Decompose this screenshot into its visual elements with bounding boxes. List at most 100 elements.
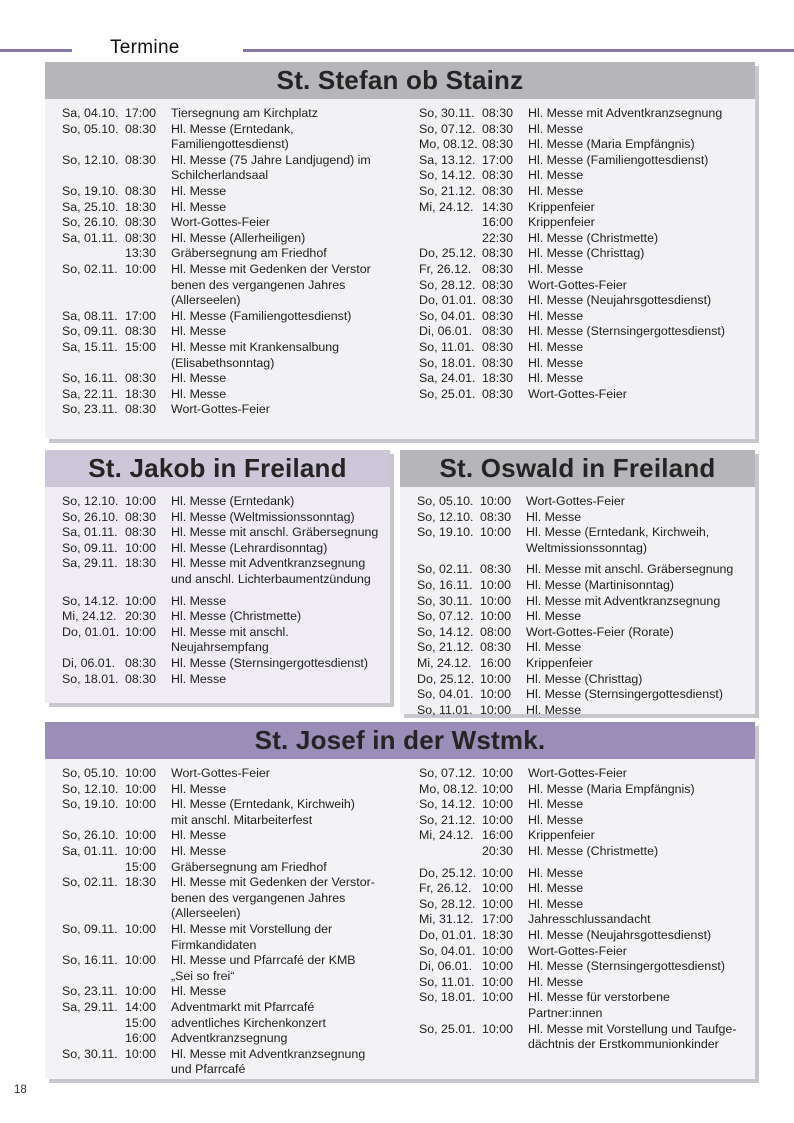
schedule-time: 13:30: [125, 246, 157, 261]
schedule-row: So, 05.10. 10:00 Wort-Gottes-Feier: [45, 766, 388, 782]
schedule-date: [419, 231, 479, 247]
schedule-description: Hl. Messe mit Adventkranzsegnung: [528, 106, 723, 120]
schedule-column: So, 05.10. 10:00 Wort-Gottes-Feier So, 12.1…: [400, 487, 755, 718]
schedule-time: 10:00: [482, 974, 514, 989]
schedule-description: Wort-Gottes-Feier: [528, 943, 627, 958]
schedule-date: Mi, 31.12.: [419, 912, 474, 927]
schedule-row: So, 05.10. 08:30 Hl. Messe (Erntedank, Fam…: [45, 122, 388, 153]
schedule-description: Hl. Messe: [528, 812, 584, 827]
schedule-description: Hl. Messe: [528, 865, 584, 880]
page-number: 18: [14, 1084, 27, 1096]
schedule-time: 08:30: [482, 183, 514, 198]
schedule-description: Krippenfeier: [528, 828, 595, 843]
schedule-date: So, 28.12.: [419, 896, 476, 911]
schedule-description: Hl. Messe (Allerheiligen): [171, 230, 306, 245]
schedule-date: So, 19.10.: [417, 525, 474, 540]
schedule-description: Hl. Messe: [528, 339, 584, 354]
schedule-time: 10:00: [482, 812, 514, 827]
schedule-date: So, 14.12.: [62, 593, 119, 608]
schedule-row: So, 30.11. 08:30 Hl. Messe mit Adventkranz…: [402, 106, 745, 122]
schedule-row: 20:30 Hl. Messe (Christmette): [402, 844, 745, 860]
schedule-description: Hl. Messe: [171, 386, 227, 401]
schedule-column-left: So, 05.10. 10:00 Wort-Gottes-Feier So, 12.1…: [45, 766, 388, 1078]
schedule-time: 10:00: [482, 797, 514, 812]
schedule-row: Mi, 31.12. 17:00 Jahresschlussandacht: [402, 912, 745, 928]
schedule-time: 17:00: [125, 106, 157, 120]
schedule-date: So, 26.10.: [62, 509, 119, 524]
schedule-row: So, 21.12. 08:30 Hl. Messe: [402, 184, 745, 200]
schedule-date: So, 19.10.: [62, 797, 119, 812]
schedule-date: So, 18.01.: [62, 671, 119, 686]
schedule-time: 10:00: [125, 540, 157, 555]
schedule-row: So, 19.10. 08:30 Hl. Messe: [45, 184, 388, 200]
schedule-time: 10:00: [480, 525, 512, 540]
schedule-column-right: So, 07.12. 10:00 Wort-Gottes-Feier Mo, 08.1…: [402, 766, 745, 1078]
schedule-description: Krippenfeier: [528, 199, 595, 214]
schedule-date: So, 11.01.: [419, 974, 475, 989]
schedule-description: Hl. Messe (Erntedank, Kirchweih, Weltmis…: [526, 525, 710, 555]
schedule-description: Hl. Messe mit anschl. Gräbersegnung: [171, 525, 379, 540]
schedule-time: 10:00: [125, 953, 157, 968]
schedule-row: So, 21.12. 08:30 Hl. Messe: [400, 640, 755, 656]
schedule-date: So, 07.12.: [419, 766, 476, 780]
schedule-date: Sa, 24.01.: [419, 371, 476, 386]
schedule-time: 10:00: [480, 702, 512, 717]
schedule-row: So, 14.12. 08:30 Hl. Messe: [402, 168, 745, 184]
schedule-description: Hl. Messe (Sternsingergottesdienst): [528, 959, 725, 974]
schedule-description: Hl. Messe (Weltmissionssonntag): [171, 509, 355, 524]
schedule-time: 10:00: [482, 1021, 514, 1036]
schedule-time: 10:00: [125, 1046, 157, 1061]
schedule-date: Do, 25.12.: [417, 671, 475, 686]
schedule-time: 08:30: [482, 277, 514, 292]
schedule-time: 18:30: [125, 386, 157, 401]
schedule-date: Do, 01.01.: [419, 927, 477, 942]
schedule-date: So, 09.11.: [62, 324, 118, 339]
schedule-date: So, 12.10.: [62, 494, 119, 508]
schedule-time: 10:00: [482, 766, 514, 780]
schedule-time: 10:00: [125, 593, 157, 608]
schedule-row: So, 07.12. 08:30 Hl. Messe: [402, 122, 745, 138]
schedule-row: Sa, 15.11. 15:00 Hl. Messe mit Krankensalb…: [45, 340, 388, 371]
schedule-date: Di, 06.01.: [419, 324, 473, 339]
schedule-date: So, 09.11.: [62, 921, 118, 936]
schedule-date: So, 16.11.: [62, 371, 118, 386]
schedule-row: So, 19.10. 10:00 Hl. Messe (Erntedank, Kir…: [400, 525, 755, 556]
schedule-row: So, 02.11. 18:30 Hl. Messe mit Gedenken de…: [45, 875, 388, 922]
schedule-time: 10:00: [480, 593, 512, 608]
schedule-date: [62, 246, 122, 262]
schedule-row: Mi, 24.12. 14:30 Krippenfeier: [402, 200, 745, 216]
schedule-date: So, 14.12.: [419, 797, 476, 812]
schedule-row: So, 11.01. 08:30 Hl. Messe: [402, 340, 745, 356]
schedule-description: Hl. Messe: [528, 797, 584, 812]
schedule-date: So, 21.12.: [419, 183, 476, 198]
schedule-date: So, 09.11.: [62, 540, 118, 555]
schedule-time: 10:00: [125, 261, 157, 276]
schedule-date: Mi, 24.12.: [62, 609, 117, 624]
schedule-date: So, 14.12.: [417, 624, 474, 639]
schedule-time: 15:00: [125, 339, 157, 354]
schedule-date: [419, 215, 479, 231]
schedule-date: So, 16.11.: [62, 953, 118, 968]
schedule-row: Sa, 13.12. 17:00 Hl. Messe (Familiengottes…: [402, 153, 745, 169]
schedule-description: Wort-Gottes-Feier: [526, 494, 625, 508]
schedule-row: So, 19.10. 10:00 Hl. Messe (Erntedank, Kir…: [45, 797, 388, 828]
schedule-time: 08:30: [125, 371, 157, 386]
schedule-row: So, 16.11. 10:00 Hl. Messe und Pfarrcafé d…: [45, 953, 388, 984]
schedule-row: So, 23.11. 08:30 Wort-Gottes-Feier: [45, 402, 388, 418]
schedule-date: So, 30.11.: [419, 106, 475, 120]
schedule-row: Sa, 01.11. 08:30 Hl. Messe mit anschl. Grä…: [45, 525, 390, 541]
schedule-description: Hl. Messe mit Vorstellung und Taufge- dä…: [528, 1021, 737, 1052]
schedule-date: Mo, 08.12.: [419, 137, 478, 152]
schedule-description: Hl. Messe (Maria Empfängnis): [528, 137, 695, 152]
schedule-row: Di, 06.01. 10:00 Hl. Messe (Sternsingergot…: [402, 959, 745, 975]
schedule-date: So, 25.01.: [419, 386, 476, 401]
schedule-date: Di, 06.01.: [62, 655, 116, 670]
schedule-row: So, 25.01. 08:30 Wort-Gottes-Feier: [402, 387, 745, 403]
schedule-date: Mi, 24.12.: [419, 828, 474, 843]
schedule-description: Hl. Messe: [171, 781, 227, 796]
schedule-row: So, 02.11. 10:00 Hl. Messe mit Gedenken de…: [45, 262, 388, 309]
schedule-row: Sa, 22.11. 18:30 Hl. Messe: [45, 387, 388, 403]
schedule-date: So, 18.01.: [419, 990, 476, 1005]
schedule-time: 16:00: [480, 655, 512, 670]
schedule-row: So, 18.01. 08:30 Hl. Messe: [402, 356, 745, 372]
